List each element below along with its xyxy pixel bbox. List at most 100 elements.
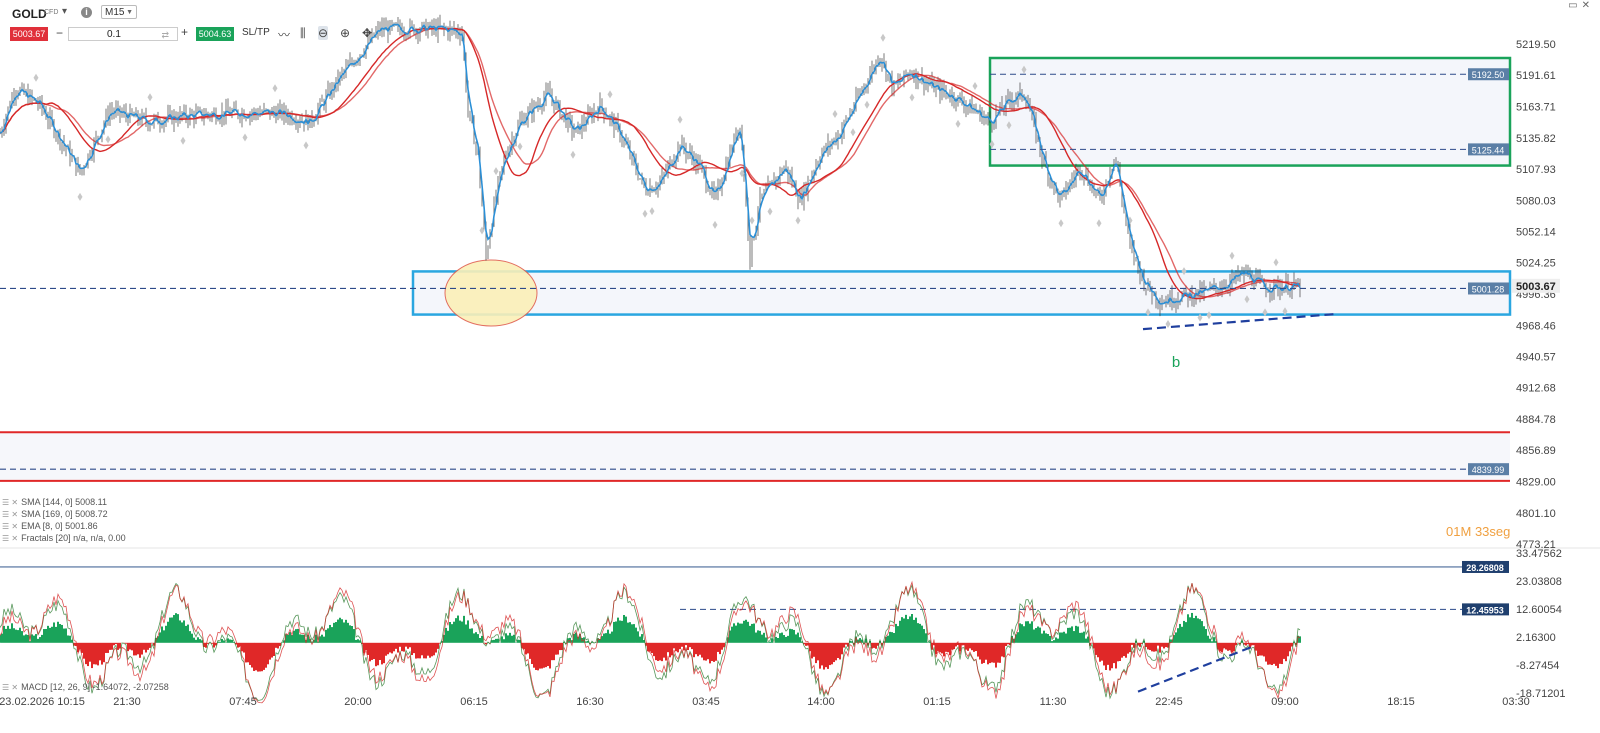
price-tick-label: 5080.03 — [1516, 195, 1556, 207]
volume-decrease-button[interactable]: − — [56, 26, 64, 40]
indicator-settings-icon[interactable]: ☰ ✕ — [2, 534, 19, 543]
fractal-marker — [570, 150, 576, 159]
info-icon[interactable]: i — [81, 7, 92, 18]
sma-144-line — [0, 27, 1301, 300]
current-price-label: 5003.67 — [1516, 281, 1556, 293]
macd-signal-line — [0, 580, 1301, 704]
buy-price-button[interactable]: 5004.63 — [196, 27, 234, 41]
fractal-marker — [864, 100, 870, 109]
macd-tick-label: 2.16300 — [1516, 632, 1556, 644]
indicator-settings-icon[interactable]: ☰ ✕ — [2, 498, 19, 507]
fractal-marker — [1145, 308, 1151, 317]
sell-price-button[interactable]: 5003.67 — [10, 27, 48, 41]
fractal-marker — [1229, 251, 1235, 260]
time-tick-label: 11:30 — [1040, 696, 1067, 708]
indicator-settings-icon[interactable]: ☰ ✕ — [2, 522, 19, 531]
macd-tick-label: -18.71201 — [1516, 688, 1566, 700]
time-tick-label: 06:15 — [460, 696, 488, 708]
support-trendline — [1142, 312, 1337, 331]
macd-tick-label: -8.27454 — [1516, 660, 1559, 672]
price-tick-label: 5052.14 — [1516, 227, 1556, 239]
time-tick-label: 07:45 — [229, 696, 257, 708]
fractal-marker — [649, 207, 655, 216]
price-tick-label: 4912.68 — [1516, 383, 1556, 395]
wave-label-b: b — [1172, 354, 1180, 371]
time-tick-label: 03:30 — [1502, 696, 1530, 708]
chart-toolbar: GOLD CFD ▾ i M15 ▼ 5003.67 − 0.1 ⇄ + 5004.… — [0, 0, 410, 46]
volume-input[interactable]: 0.1 ⇄ — [68, 27, 178, 41]
time-tick-label: 18:15 — [1387, 696, 1415, 708]
fractal-marker — [1273, 258, 1279, 267]
minimize-icon[interactable]: ▭ — [1568, 0, 1582, 11]
indicator-settings-icon[interactable]: ☰ ✕ — [2, 683, 19, 692]
zoom-out-icon[interactable]: ⊖ — [318, 26, 329, 40]
timeframe-select[interactable]: M15 ▼ — [101, 5, 137, 19]
time-tick-label: 20:00 — [344, 696, 372, 708]
fractal-marker — [479, 226, 485, 235]
fractal-marker — [972, 82, 978, 91]
close-icon[interactable]: ✕ — [1581, 0, 1594, 11]
time-tick-label: 21:30 — [113, 696, 141, 708]
chart-type-icon[interactable]: 〰 — [278, 28, 291, 42]
symbol-name[interactable]: GOLD — [12, 7, 47, 21]
fractal-marker — [147, 93, 153, 102]
fractal-marker — [909, 93, 915, 102]
swap-icon: ⇄ — [161, 30, 169, 40]
fractal-marker — [272, 84, 278, 93]
macd-tick-label: 23.03808 — [1516, 576, 1562, 588]
macd-legend[interactable]: ☰ ✕ MACD [12, 26, 9] -1.64072, -2.07258 — [2, 682, 169, 692]
indicator-settings-icon[interactable]: ☰ ✕ — [2, 510, 19, 519]
fractal-marker — [180, 136, 186, 145]
fractal-marker — [493, 167, 499, 176]
indicator-legend-2[interactable]: ☰ ✕ SMA [169, 0] 5008.72 — [2, 509, 108, 519]
crosshair-icon[interactable]: ✥ — [362, 26, 373, 40]
price-tick-label: 4968.46 — [1516, 320, 1556, 332]
indicator-legend-3[interactable]: ☰ ✕ EMA [8, 0] 5001.86 — [2, 521, 98, 531]
zone-lower-fill — [0, 432, 1510, 481]
candles-icon[interactable]: ⫼ — [300, 26, 306, 40]
time-tick-label: 03:45 — [692, 696, 720, 708]
fractal-marker — [749, 216, 755, 225]
time-tick-label: 01:15 — [923, 696, 951, 708]
price-level-label: 5001.28 — [1472, 284, 1505, 294]
zoom-in-icon[interactable]: ⊕ — [340, 26, 351, 40]
ema-8-line — [0, 23, 1301, 305]
price-tick-label: 4773.21 — [1516, 539, 1556, 551]
macd-tick-label: 33.47562 — [1516, 548, 1562, 560]
sltp-button[interactable]: SL/TP — [242, 27, 270, 38]
price-tick-label: 5163.71 — [1516, 102, 1556, 114]
indicator-legend-1[interactable]: ☰ ✕ SMA [144, 0] 5008.11 — [2, 497, 108, 507]
time-tick-label: 16:30 — [576, 696, 604, 708]
fractal-marker — [677, 115, 683, 124]
price-tick-label: 4884.78 — [1516, 414, 1556, 426]
fractal-marker — [712, 220, 718, 229]
price-tick-label: 4801.10 — [1516, 508, 1556, 520]
fractal-marker — [607, 90, 613, 99]
price-level-label-bg — [1468, 143, 1509, 156]
price-tick-label: 5107.93 — [1516, 164, 1556, 176]
fractal-marker — [1262, 308, 1268, 317]
price-tick-label: 5024.25 — [1516, 258, 1556, 270]
symbol-dropdown-icon[interactable]: ▾ — [62, 6, 68, 17]
fractal-marker — [33, 73, 39, 82]
fractal-marker — [1006, 121, 1012, 130]
chevron-down-icon: ▼ — [126, 9, 133, 16]
fractal-marker — [739, 169, 745, 178]
indicator-legend-4[interactable]: ☰ ✕ Fractals [20] n/a, n/a, 0.00 — [2, 533, 126, 543]
price-tick-label: 4856.89 — [1516, 445, 1556, 457]
price-tick-label: 5219.50 — [1516, 39, 1556, 51]
price-tick-label: 4940.57 — [1516, 351, 1556, 363]
time-tick-label: 09:00 — [1271, 696, 1299, 708]
window-controls[interactable]: ▭✕ — [1568, 0, 1594, 11]
fractal-marker — [1282, 307, 1288, 316]
symbol-type: CFD — [44, 9, 59, 16]
volume-increase-button[interactable]: + — [181, 25, 189, 39]
fractal-marker — [77, 192, 83, 201]
candle-countdown: 01M 33seg — [1446, 524, 1511, 539]
macd-level-label: 28.26808 — [1466, 563, 1504, 573]
fractal-marker — [767, 207, 773, 216]
macd-trendline — [1137, 645, 1253, 693]
macd-line — [0, 582, 1301, 701]
macd-level-label: 12.45953 — [1466, 605, 1504, 615]
